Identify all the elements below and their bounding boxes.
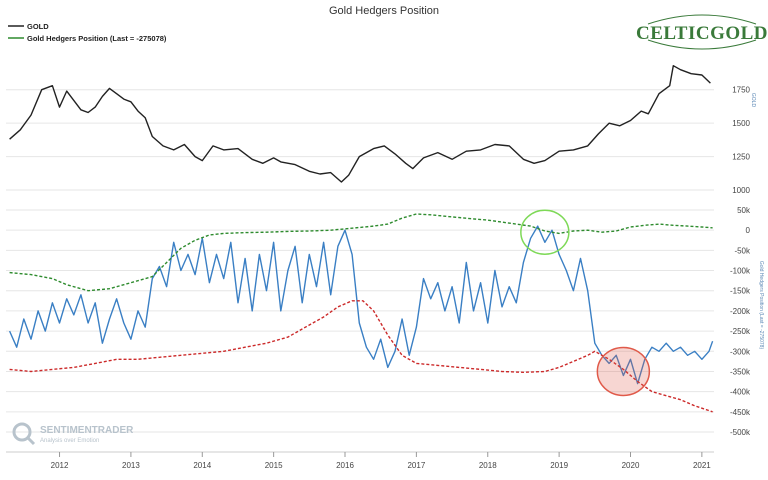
y-tick-label: -200k [730, 307, 751, 316]
y-tick-label: -100k [730, 267, 751, 276]
y-tick-label: -50k [734, 246, 751, 255]
x-tick-label: 2015 [265, 461, 283, 470]
y-axis-title-gold: GOLD [750, 93, 756, 108]
y-tick-label: -300k [730, 347, 751, 356]
watermark-magnifier-icon [12, 422, 32, 442]
logo-knot-bottom [647, 39, 757, 50]
series-line-gold [9, 65, 711, 183]
legend-label-gold: GOLD [27, 22, 49, 31]
x-tick-label: 2012 [51, 461, 69, 470]
y-tick-label: 1750 [732, 86, 750, 95]
annotation-layer [520, 209, 651, 397]
watermark-line1: SENTIMENTRADER [40, 425, 134, 436]
series-line-upper-band [9, 213, 713, 292]
logo-knot-top [647, 14, 757, 25]
legend-label-hedgers: Gold Hedgers Position (Last = -275078) [27, 34, 167, 43]
x-tick-label: 2021 [693, 461, 711, 470]
y-tick-label: 1000 [732, 186, 750, 195]
y-tick-label: -150k [730, 287, 751, 296]
x-tick-label: 2017 [407, 461, 425, 470]
x-tick-label: 2018 [479, 461, 497, 470]
sentimentrader-watermark: SENTIMENTRADER Analysis over Emotion [12, 422, 134, 446]
x-tick-label: 2020 [622, 461, 640, 470]
x-tick-label: 2019 [550, 461, 568, 470]
y-tick-label: -400k [730, 388, 751, 397]
y-tick-labels: 1000 1250 1500 1750 50k 0 -50k -100k -150k -200k -… [730, 86, 751, 437]
y-tick-label: -500k [730, 428, 751, 437]
y-axis-title-hedgers: Gold Hedgers Position (Last = -275078) [758, 261, 764, 350]
y-tick-label: 1250 [732, 153, 750, 162]
legend: GOLD Gold Hedgers Position (Last = -2750… [8, 22, 167, 43]
y-tick-label: -250k [730, 327, 751, 336]
series-line-gold-hedgers-position-last-275078 [8, 225, 714, 385]
grid-lines [6, 89, 714, 453]
y-tick-label: 50k [737, 206, 751, 215]
y-tick-label: -450k [730, 408, 751, 417]
y-tick-label: 0 [746, 226, 751, 235]
x-tick-label: 2013 [122, 461, 140, 470]
annotation-green-circle [520, 209, 570, 255]
y-tick-label: 1500 [732, 119, 750, 128]
x-tick-labels: 2012 2013 2014 2015 2016 2017 2018 2019 2020 2021 [51, 452, 711, 470]
series-layer [8, 65, 714, 413]
celticgold-logo: CELTICGOLD [636, 14, 768, 50]
x-tick-label: 2016 [336, 461, 354, 470]
series-line-lower-band [9, 300, 713, 413]
watermark-line2: Analysis over Emotion [40, 438, 99, 444]
logo-text: CELTICGOLD [636, 23, 768, 44]
chart-title: Gold Hedgers Position [329, 5, 439, 17]
y-tick-label: -350k [730, 367, 751, 376]
annotation-red-circle [596, 346, 651, 397]
watermark-magnifier-handle [26, 436, 36, 446]
x-tick-label: 2014 [193, 461, 211, 470]
